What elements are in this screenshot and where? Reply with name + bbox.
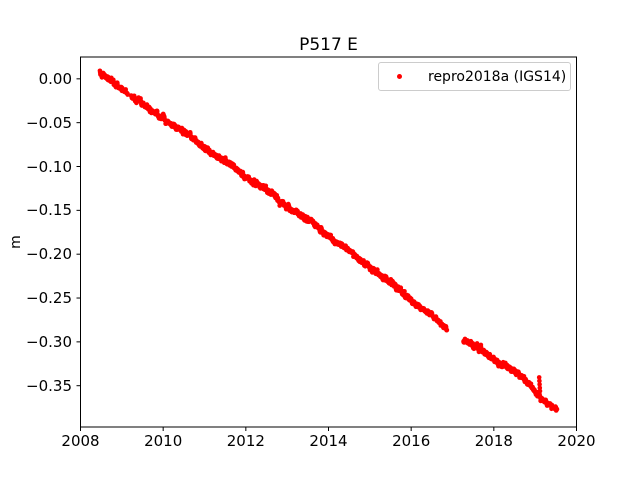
x-tick-label: 2008	[61, 432, 100, 450]
x-tick-label: 2016	[392, 432, 431, 450]
y-tick-label: −0.05	[26, 113, 72, 132]
x-tick-label: 2014	[309, 432, 348, 450]
legend: repro2018a (IGS14)	[378, 62, 571, 91]
legend-marker-dot	[396, 74, 402, 79]
x-tick-label: 2010	[144, 432, 183, 450]
y-tick-label: −0.20	[26, 245, 72, 264]
legend-handle	[385, 74, 413, 79]
legend-entry-label: repro2018a (IGS14)	[428, 68, 567, 85]
x-tick-label: 2018	[474, 432, 513, 450]
x-tick-label: 2012	[226, 432, 265, 450]
chart-title: P517 E	[299, 35, 358, 55]
y-tick-label: −0.25	[26, 289, 72, 308]
y-tick-label: −0.35	[26, 376, 72, 395]
y-tick-label: −0.30	[26, 332, 72, 351]
y-tick-label: 0.00	[38, 69, 72, 88]
y-tick-label: −0.15	[26, 201, 72, 220]
y-tick-label: −0.10	[26, 157, 72, 176]
x-tick-label: 2020	[557, 432, 596, 450]
